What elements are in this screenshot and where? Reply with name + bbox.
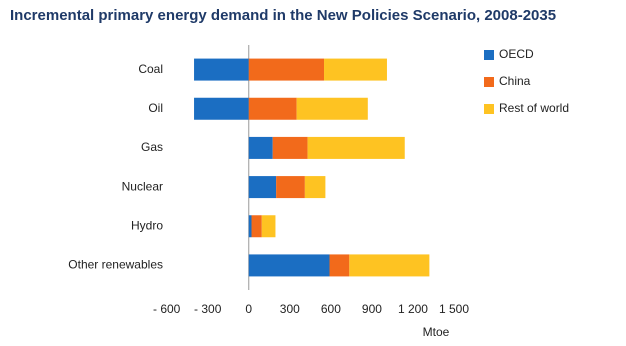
y-tick-label: Oil [148,101,163,115]
x-tick-label: - 600 [153,302,181,316]
legend-label: China [499,74,531,88]
bar [248,58,325,81]
bar [276,176,305,199]
bar [324,58,387,81]
chart-title: Incremental primary energy demand in the… [10,7,556,24]
y-tick-label: Other renewables [68,258,163,272]
x-axis-label: Mtoe [423,325,450,339]
bar [248,136,273,159]
legend-swatch [484,104,494,114]
bar [304,176,326,199]
bar [194,58,249,81]
x-tick-label: 1 200 [398,302,428,316]
bar [307,136,405,159]
x-tick-label: 900 [362,302,382,316]
bar [248,176,277,199]
legend-swatch [484,77,494,87]
legend-swatch [484,50,494,60]
bar [248,254,330,277]
bar [349,254,430,277]
x-tick-label: 600 [321,302,341,316]
legend-label: Rest of world [499,101,569,115]
bar [251,215,262,238]
y-tick-label: Gas [141,140,163,154]
x-tick-label: - 300 [194,302,222,316]
bar [296,97,368,120]
x-tick-label: 300 [280,302,300,316]
bar [248,215,252,238]
y-tick-label: Nuclear [122,179,163,193]
y-tick-label: Hydro [131,218,163,232]
x-tick-label: 0 [245,302,252,316]
legend-label: OECD [499,47,534,61]
x-tick-label: 1 500 [439,302,469,316]
y-tick-label: Coal [138,62,163,76]
bar [194,97,249,120]
bar [261,215,276,238]
bar [329,254,350,277]
bar [248,97,297,120]
bar [272,136,308,159]
